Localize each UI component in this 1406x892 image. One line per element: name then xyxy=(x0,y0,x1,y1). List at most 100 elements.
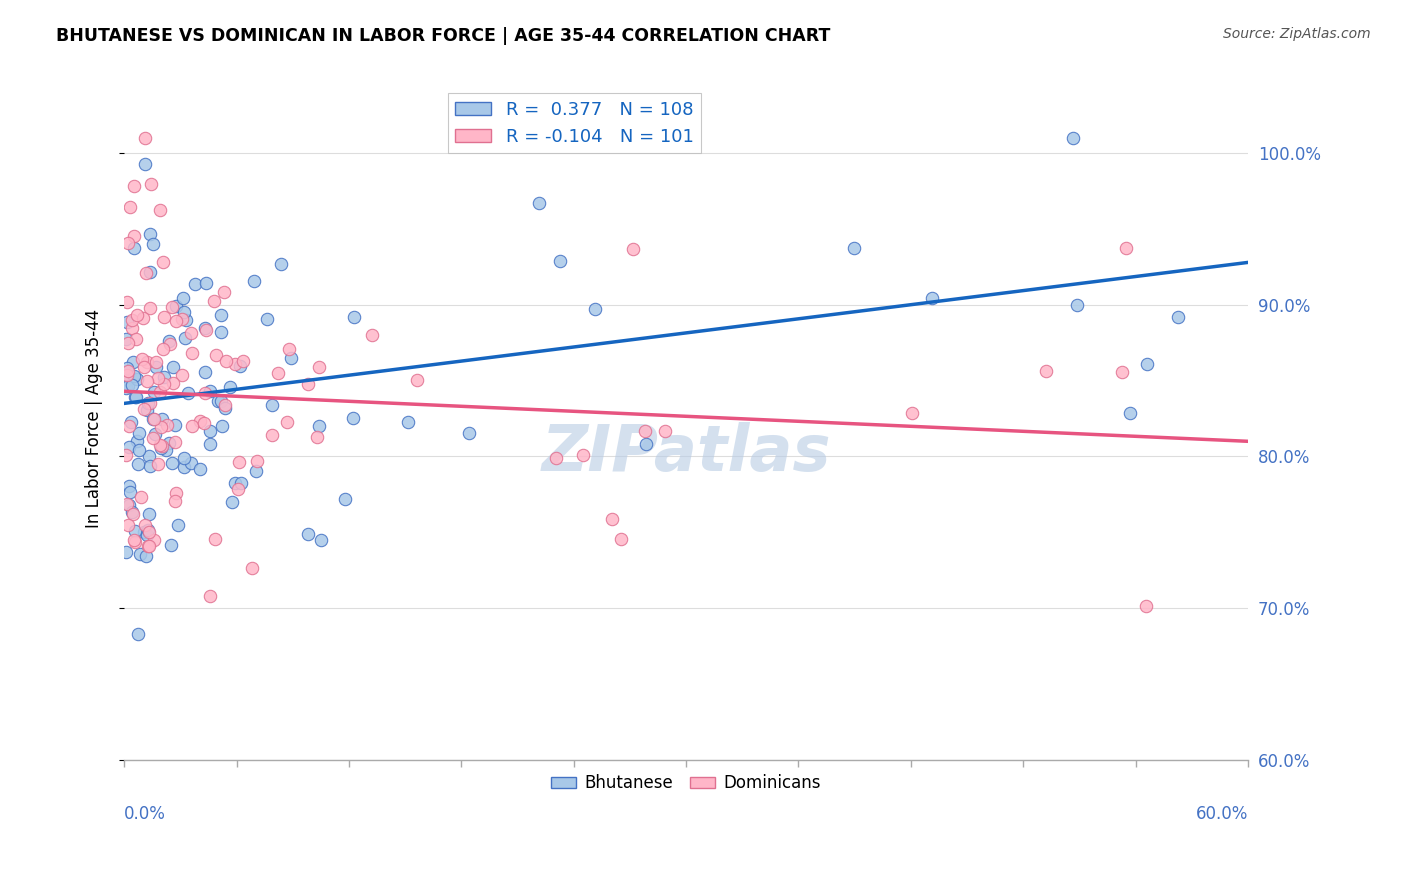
Point xyxy=(152,343,174,357)
Point xyxy=(167,518,190,533)
Point xyxy=(276,415,298,429)
Point xyxy=(132,524,155,539)
Point xyxy=(240,561,263,575)
Point xyxy=(297,526,319,541)
Point xyxy=(229,359,252,373)
Point xyxy=(124,390,146,404)
Point xyxy=(458,425,481,440)
Point xyxy=(115,381,138,395)
Point xyxy=(143,533,166,547)
Point xyxy=(122,508,145,522)
Point xyxy=(143,384,166,399)
Point xyxy=(198,424,221,438)
Point xyxy=(165,486,187,500)
Point xyxy=(120,200,142,214)
Point xyxy=(342,411,364,425)
Point xyxy=(139,227,162,241)
Point xyxy=(117,295,139,310)
Point xyxy=(214,285,236,299)
Point xyxy=(260,427,283,442)
Point xyxy=(193,416,215,430)
Point xyxy=(150,439,173,453)
Point xyxy=(654,425,676,439)
Point xyxy=(214,398,236,412)
Point xyxy=(207,393,229,408)
Point xyxy=(188,413,211,427)
Point xyxy=(172,368,194,382)
Text: Source: ZipAtlas.com: Source: ZipAtlas.com xyxy=(1223,27,1371,41)
Point xyxy=(146,371,169,385)
Point xyxy=(115,332,138,346)
Point xyxy=(180,456,202,470)
Point xyxy=(121,312,143,326)
Point xyxy=(621,242,644,256)
Point xyxy=(636,437,658,451)
Point xyxy=(125,332,148,346)
Point xyxy=(153,370,176,384)
Point xyxy=(246,454,269,468)
Point xyxy=(1111,365,1133,379)
Point xyxy=(165,299,187,313)
Point xyxy=(146,458,169,472)
Point xyxy=(245,465,267,479)
Point xyxy=(136,396,159,410)
Point xyxy=(215,354,238,368)
Point xyxy=(219,380,242,394)
Point xyxy=(121,505,143,519)
Point xyxy=(173,460,195,475)
Point xyxy=(117,368,139,382)
Point xyxy=(150,419,173,434)
Point xyxy=(118,498,141,512)
Point xyxy=(149,438,172,452)
Point xyxy=(211,419,233,434)
Point xyxy=(260,398,283,412)
Point xyxy=(165,417,187,432)
Point xyxy=(209,394,232,409)
Point xyxy=(132,402,155,417)
Point xyxy=(121,354,143,368)
Point xyxy=(142,412,165,426)
Text: 60.0%: 60.0% xyxy=(1195,805,1249,823)
Point xyxy=(157,334,180,349)
Point xyxy=(921,291,943,305)
Point xyxy=(1066,298,1088,312)
Point xyxy=(174,312,197,326)
Point xyxy=(360,328,382,343)
Point xyxy=(142,237,165,252)
Point xyxy=(139,396,162,410)
Point xyxy=(122,241,145,255)
Point xyxy=(117,379,139,393)
Point xyxy=(138,525,160,540)
Point xyxy=(232,353,254,368)
Point xyxy=(333,492,356,507)
Point xyxy=(307,430,329,444)
Point xyxy=(160,537,183,551)
Point xyxy=(156,417,179,432)
Point xyxy=(122,179,145,194)
Point xyxy=(134,518,156,533)
Point xyxy=(139,459,162,474)
Point xyxy=(157,435,180,450)
Point xyxy=(118,479,141,493)
Point xyxy=(124,524,146,539)
Point xyxy=(117,373,139,387)
Point xyxy=(117,316,139,330)
Point xyxy=(180,326,202,340)
Point xyxy=(173,305,195,319)
Point xyxy=(134,131,156,145)
Point xyxy=(155,443,177,458)
Point xyxy=(127,457,149,471)
Point xyxy=(115,448,138,462)
Point xyxy=(132,311,155,326)
Point xyxy=(121,377,143,392)
Point xyxy=(124,533,146,548)
Point xyxy=(1062,131,1084,145)
Point xyxy=(172,291,194,305)
Point xyxy=(172,311,194,326)
Point xyxy=(188,462,211,476)
Point xyxy=(1115,241,1137,255)
Point xyxy=(1167,310,1189,324)
Point xyxy=(135,528,157,542)
Point xyxy=(127,626,149,640)
Point xyxy=(117,440,139,454)
